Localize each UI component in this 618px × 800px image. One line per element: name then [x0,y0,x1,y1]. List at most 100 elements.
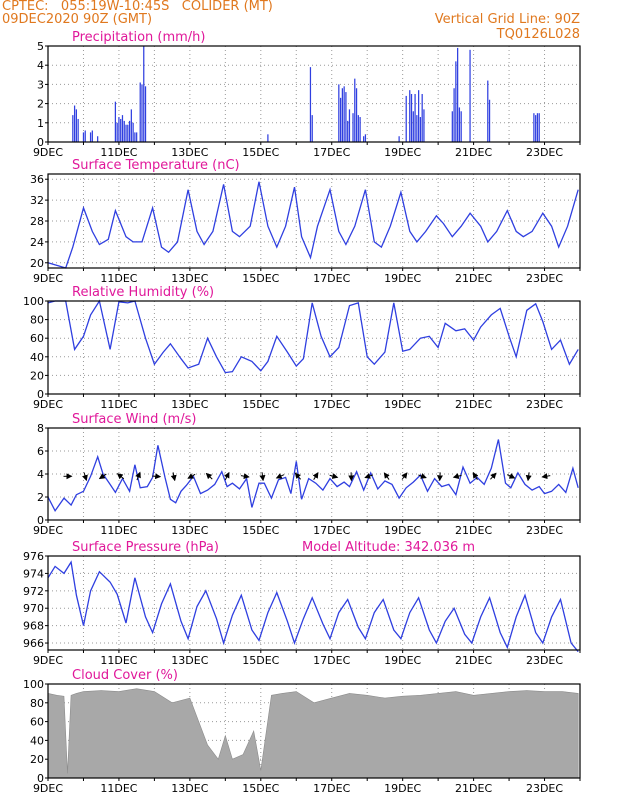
x-tick-label: 11DEC [100,782,137,795]
precip-bar [421,94,423,142]
precip-bar [469,49,471,143]
x-tick-label: 19DEC [384,524,421,537]
y-tick-label: 60 [30,332,44,345]
x-tick-label: 15DEC [242,272,279,285]
precip-bar [127,124,129,142]
y-tick-label: 0 [37,772,44,785]
x-tick-label: 23DEC [526,272,563,285]
y-tick-label: 972 [23,585,44,598]
x-tick-label: 23DEC [526,524,563,537]
x-tick-label: 21DEC [455,398,492,411]
series-line [47,181,579,269]
wind-arrow [205,472,213,480]
panel-1: Surface Temperature (nC) 20 24 28 32 36 9DEC 11… [30,158,581,285]
x-tick-label: 13DEC [171,272,208,285]
precip-bar [488,99,491,142]
wind-arrow [329,473,339,479]
precip-bar [144,86,147,142]
precip-bar [345,92,347,142]
header-line-1: CPTEC: 055:19W-10:45S COLIDER (MT) [2,0,273,14]
y-tick-label: 2 [37,98,44,111]
x-tick-label: 19DEC [384,146,421,159]
x-tick-label: 9DEC [33,272,63,285]
precip-bar [451,111,453,142]
precip-bar [359,117,361,142]
y-tick-label: 40 [30,351,44,364]
x-tick-label: 9DEC [33,654,63,667]
x-tick-label: 9DEC [33,146,63,159]
y-tick-label: 80 [30,697,44,710]
y-tick-label: 976 [23,550,44,563]
precip-bar [460,111,462,142]
precip-bar [410,94,413,142]
x-tick-label: 13DEC [171,782,208,795]
precip-bar [412,111,414,142]
y-tick-label: 40 [30,734,44,747]
precip-bar [141,84,143,142]
x-tick-label: 13DEC [171,146,208,159]
panel-0: Precipitation (mm/h) 0 1 2 3 4 5 9DEC 11DEC 13DEC… [33,30,581,159]
y-tick-label: 28 [30,215,44,228]
x-tick-label: 23DEC [526,398,563,411]
cloud-cover-area [47,688,579,779]
panel-title: Surface Wind (m/s) [72,412,196,427]
panel-title: Precipitation (mm/h) [72,30,205,45]
precip-bar [535,115,537,142]
wind-arrow [240,473,250,480]
precip-bar [128,120,131,142]
wind-arrow [152,473,162,480]
x-tick-label: 9DEC [33,398,63,411]
precip-bar [123,120,125,142]
wind-arrow [82,472,88,482]
y-tick-label: 970 [23,602,44,615]
x-tick-label: 19DEC [384,654,421,667]
x-tick-label: 19DEC [384,398,421,411]
precip-bar [125,124,127,142]
precip-bar [453,88,455,142]
precip-bar [414,94,416,142]
x-tick-label: 23DEC [526,782,563,795]
precip-bar [355,88,358,142]
panel-title: Cloud Cover (%) [72,668,178,683]
precip-bar [364,134,367,142]
series-line [47,560,579,653]
precip-bar [416,115,418,142]
y-tick-label: 100 [23,295,44,308]
wind-arrow [472,472,479,480]
x-tick-label: 17DEC [313,146,350,159]
precip-bar [341,88,343,142]
x-tick-label: 9DEC [33,782,63,795]
precip-bar [73,105,76,142]
precip-bar [409,90,411,142]
x-tick-label: 15DEC [242,146,279,159]
panel-title: Surface Pressure (hPa) [72,540,219,555]
series-line [47,299,579,374]
precip-bar [121,115,124,142]
y-tick-label: 974 [23,567,44,580]
precip-bar [419,117,422,142]
precip-bar [455,61,457,142]
header-line-2: 09DEC2020 90Z (GMT) [2,12,153,27]
wind-arrow [452,473,462,479]
x-tick-label: 15DEC [242,398,279,411]
precip-bar [130,109,132,142]
x-tick-label: 11DEC [100,654,137,667]
precip-bar [311,115,313,142]
y-tick-label: 0 [37,514,44,527]
y-tick-label: 0 [37,388,44,401]
x-tick-label: 15DEC [242,782,279,795]
precip-bar [536,113,539,142]
model-altitude: Model Altitude: 342.036 m [302,540,475,555]
precip-bar [423,109,425,142]
x-tick-label: 19DEC [384,782,421,795]
x-tick-label: 13DEC [171,398,208,411]
x-tick-label: 23DEC [526,654,563,667]
x-tick-label: 11DEC [100,146,137,159]
x-tick-label: 19DEC [384,272,421,285]
precip-bar [89,132,92,142]
x-tick-label: 21DEC [455,272,492,285]
precip-bar [357,115,359,142]
x-tick-label: 23DEC [526,146,563,159]
panel-5: Cloud Cover (%) 0 20 40 60 80 100 9DEC 11DEC 13DE… [23,668,581,795]
precip-bar [143,46,145,142]
